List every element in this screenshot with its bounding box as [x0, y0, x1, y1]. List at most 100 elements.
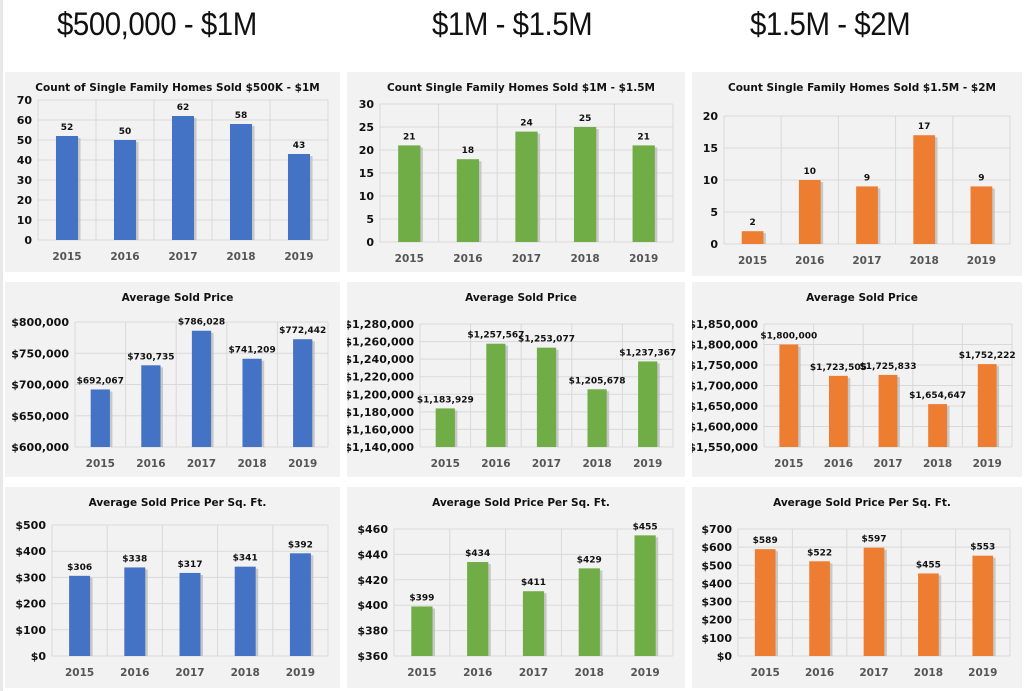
x-tick-label: 2015 [52, 251, 81, 263]
y-tick-label: $460 [357, 523, 388, 536]
data-label: $553 [970, 543, 995, 553]
range-title-1_5m-2m: $1.5M - $2M [750, 6, 911, 42]
y-tick-label: 70 [17, 94, 33, 107]
x-tick-label: 2016 [136, 458, 165, 470]
chart-svg: Average Sold Price Per Sq. Ft. $0 $100 $200… [701, 497, 1011, 679]
data-label: $1,257,567 [467, 331, 524, 341]
data-label: $1,723,505 [810, 363, 867, 373]
data-label: 52 [61, 123, 74, 133]
y-tick-label: $1,140,000 [347, 441, 414, 454]
data-label: 21 [403, 132, 416, 142]
y-tick-label: $800,000 [11, 316, 69, 329]
x-tick-label: 2018 [237, 458, 266, 470]
bar-2017 [856, 186, 878, 244]
y-tick-label: $1,160,000 [347, 423, 414, 436]
x-tick-label: 2016 [795, 255, 824, 267]
y-tick-label: $1,750,000 [692, 359, 758, 372]
x-tick-label: 2017 [873, 458, 902, 470]
data-label: $399 [409, 593, 434, 603]
data-label: 43 [293, 141, 306, 151]
y-tick-label: $420 [357, 574, 388, 587]
data-label: $338 [122, 554, 147, 564]
chart-title: Average Sold Price Per Sq. Ft. [89, 497, 267, 509]
data-label: 25 [579, 114, 592, 124]
bar-2018 [242, 358, 262, 447]
y-tick-label: $400 [15, 545, 46, 558]
y-tick-label: $600,000 [11, 441, 69, 454]
data-label: 17 [918, 122, 931, 132]
x-tick-label: 2019 [968, 667, 997, 679]
y-tick-label: $1,180,000 [347, 406, 414, 419]
chart-panel-avg-price-1_5m-2m: Average Sold Price $1,550,000 $1,600,000 $1… [692, 282, 1022, 477]
y-tick-label: $300 [701, 596, 732, 609]
x-tick-label: 2019 [973, 458, 1002, 470]
data-label: 62 [177, 103, 190, 113]
bar-2019 [634, 535, 656, 656]
x-tick-label: 2016 [453, 253, 482, 265]
data-label: $429 [577, 555, 602, 565]
data-label: 2 [749, 218, 755, 228]
y-tick-label: 15 [703, 142, 718, 155]
x-tick-label: 2018 [914, 667, 943, 679]
data-label: $455 [916, 560, 941, 570]
x-tick-label: 2018 [570, 253, 599, 265]
x-tick-label: 2018 [231, 667, 260, 679]
bar-2019 [972, 555, 994, 656]
x-tick-label: 2017 [512, 253, 541, 265]
bar-2016 [798, 180, 821, 244]
x-tick-label: 2019 [284, 251, 313, 263]
chart-panel-ppsf-1m-1_5m: Average Sold Price Per Sq. Ft. $360 $380 $4… [347, 487, 685, 688]
chart-panel-ppsf-500k-1m: Average Sold Price Per Sq. Ft. $0 $100 $200… [5, 487, 340, 688]
data-label: $392 [288, 540, 313, 550]
data-label: $772,442 [279, 326, 326, 336]
x-tick-label: 2019 [633, 458, 662, 470]
y-tick-label: 20 [703, 110, 719, 123]
x-tick-label: 2017 [519, 667, 548, 679]
chart-title: Average Sold Price [122, 292, 234, 304]
data-label: $341 [233, 554, 258, 564]
chart-svg: Average Sold Price $1,550,000 $1,600,000 $1… [692, 292, 1016, 470]
y-tick-label: 0 [366, 236, 374, 249]
y-tick-label: $360 [357, 650, 388, 663]
data-label: $1,237,367 [619, 348, 676, 358]
bar-2015 [435, 408, 455, 447]
bar-2018 [573, 127, 597, 242]
y-tick-label: $1,550,000 [692, 441, 758, 454]
data-label: $692,067 [77, 376, 124, 386]
bar-2016 [486, 343, 506, 447]
y-tick-label: $380 [357, 625, 388, 638]
y-tick-label: 30 [359, 98, 375, 111]
bar-2018 [918, 573, 939, 656]
y-tick-label: 0 [710, 238, 718, 251]
bar-2019 [287, 154, 311, 240]
data-label: $1,205,678 [569, 376, 626, 386]
chart-panel-avg-price-500k-1m: Average Sold Price $600,000 $650,000 $700,0… [5, 282, 340, 477]
chart-svg: Average Sold Price $600,000 $650,000 $700,0… [11, 292, 329, 470]
data-label: 9 [864, 173, 870, 183]
chart-title: Count Single Family Homes Sold $1.5M - $… [728, 82, 996, 94]
y-tick-label: 5 [710, 206, 718, 219]
y-tick-label: 20 [17, 194, 33, 207]
chart-panel-count-1m-1_5m: Count Single Family Homes Sold $1M - $1.… [347, 72, 685, 272]
data-label: 18 [462, 146, 475, 156]
y-tick-label: $400 [357, 599, 388, 612]
y-tick-label: $650,000 [11, 410, 69, 423]
bar-2016 [809, 561, 830, 656]
y-tick-label: 30 [17, 174, 33, 187]
y-tick-label: $1,800,000 [692, 339, 758, 352]
left-edge-divider [0, 0, 3, 691]
y-tick-label: $200 [701, 614, 732, 627]
chart-panel-count-500k-1m: Count of Single Family Homes Sold $500K … [5, 72, 340, 272]
data-label: $455 [633, 522, 658, 532]
bar-2018 [578, 568, 600, 656]
x-tick-label: 2017 [168, 251, 197, 263]
x-tick-label: 2019 [288, 458, 317, 470]
x-tick-label: 2017 [859, 667, 888, 679]
y-tick-label: $100 [15, 624, 46, 637]
bar-2017 [878, 374, 898, 447]
data-label: $411 [521, 578, 546, 588]
y-tick-label: 60 [17, 114, 33, 127]
x-tick-label: 2016 [120, 667, 149, 679]
y-tick-label: 15 [359, 167, 374, 180]
data-label: 21 [637, 132, 650, 142]
